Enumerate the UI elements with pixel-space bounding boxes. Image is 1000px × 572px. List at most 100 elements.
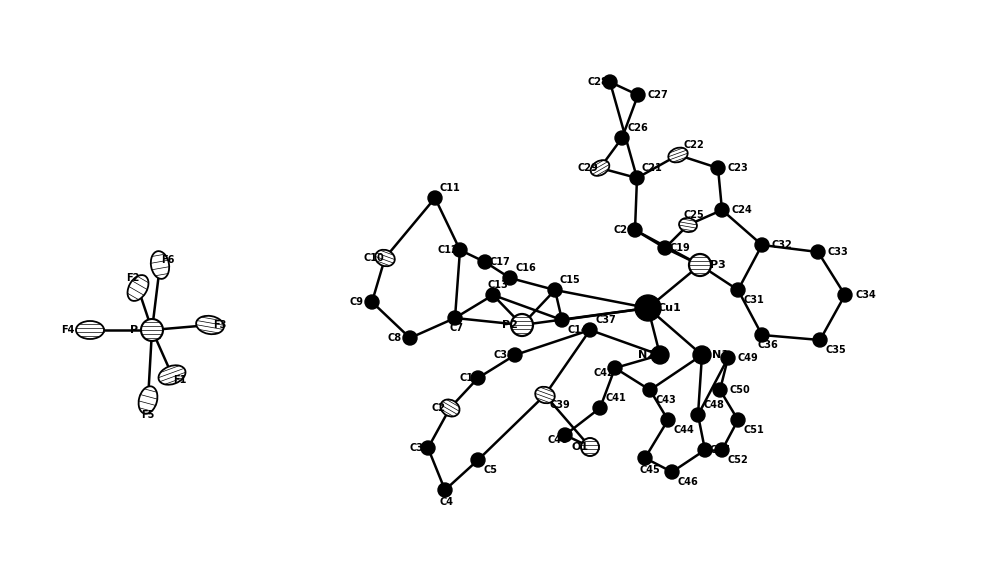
Circle shape: [813, 333, 827, 347]
Text: C3: C3: [410, 443, 424, 453]
Circle shape: [555, 313, 569, 327]
Text: C21: C21: [642, 163, 663, 173]
Text: C52: C52: [727, 455, 748, 465]
Text: C32: C32: [772, 240, 793, 250]
Circle shape: [478, 255, 492, 269]
Circle shape: [715, 203, 729, 217]
Text: C41: C41: [605, 393, 626, 403]
Ellipse shape: [535, 387, 555, 403]
Ellipse shape: [128, 275, 148, 301]
Text: C5: C5: [483, 465, 497, 475]
Text: F3: F3: [213, 320, 227, 330]
Text: F2: F2: [126, 273, 140, 283]
Text: C51: C51: [743, 425, 764, 435]
Circle shape: [643, 383, 657, 397]
Circle shape: [715, 443, 729, 457]
Text: C50: C50: [730, 385, 751, 395]
Circle shape: [503, 271, 517, 285]
Text: C43: C43: [655, 395, 676, 405]
Circle shape: [628, 223, 642, 237]
Circle shape: [453, 243, 467, 257]
Text: C45: C45: [640, 465, 661, 475]
Text: C19: C19: [670, 243, 691, 253]
Text: P3: P3: [710, 260, 726, 270]
Text: F5: F5: [141, 410, 155, 420]
Circle shape: [691, 408, 705, 422]
Circle shape: [698, 443, 712, 457]
Ellipse shape: [375, 250, 395, 266]
Text: C23: C23: [728, 163, 749, 173]
Text: C16: C16: [515, 263, 536, 273]
Text: P: P: [130, 325, 138, 335]
Circle shape: [731, 413, 745, 427]
Ellipse shape: [581, 438, 599, 456]
Text: C22: C22: [683, 140, 704, 150]
Text: N1: N1: [712, 350, 729, 360]
Text: C36: C36: [757, 340, 778, 350]
Text: C4: C4: [440, 497, 454, 507]
Text: C34: C34: [855, 290, 876, 300]
Circle shape: [635, 295, 661, 321]
Circle shape: [428, 191, 442, 205]
Circle shape: [608, 361, 622, 375]
Circle shape: [665, 465, 679, 479]
Circle shape: [603, 75, 617, 89]
Ellipse shape: [689, 254, 711, 276]
Circle shape: [631, 88, 645, 102]
Circle shape: [365, 295, 379, 309]
Circle shape: [486, 288, 500, 302]
Text: C35: C35: [825, 345, 846, 355]
Circle shape: [630, 171, 644, 185]
Text: P2: P2: [502, 320, 518, 330]
Text: C49: C49: [738, 353, 759, 363]
Ellipse shape: [668, 148, 688, 162]
Circle shape: [838, 288, 852, 302]
Text: C1: C1: [460, 373, 474, 383]
Text: C47: C47: [710, 445, 731, 455]
Text: C39: C39: [550, 400, 571, 410]
Text: C10: C10: [363, 253, 384, 263]
Circle shape: [548, 283, 562, 297]
Circle shape: [661, 413, 675, 427]
Text: C12: C12: [438, 245, 459, 255]
Circle shape: [651, 346, 669, 364]
Circle shape: [755, 238, 769, 252]
Ellipse shape: [440, 399, 460, 416]
Circle shape: [638, 451, 652, 465]
Text: C11: C11: [440, 183, 461, 193]
Text: C46: C46: [677, 477, 698, 487]
Text: C42: C42: [593, 368, 614, 378]
Text: C24: C24: [732, 205, 753, 215]
Text: C20: C20: [613, 225, 634, 235]
Circle shape: [658, 241, 672, 255]
Circle shape: [421, 441, 435, 455]
Text: C38: C38: [493, 350, 514, 360]
Ellipse shape: [139, 386, 157, 414]
Text: F4: F4: [61, 325, 75, 335]
Ellipse shape: [151, 251, 169, 279]
Circle shape: [558, 428, 572, 442]
Text: C26: C26: [627, 123, 648, 133]
Circle shape: [713, 383, 727, 397]
Text: N2: N2: [638, 350, 655, 360]
Circle shape: [755, 328, 769, 342]
Text: C15: C15: [560, 275, 581, 285]
Circle shape: [811, 245, 825, 259]
Ellipse shape: [591, 160, 609, 176]
Text: C2: C2: [432, 403, 446, 413]
Ellipse shape: [141, 319, 163, 341]
Circle shape: [508, 348, 522, 362]
Text: F6: F6: [161, 255, 175, 265]
Text: C44: C44: [673, 425, 694, 435]
Circle shape: [471, 371, 485, 385]
Circle shape: [438, 483, 452, 497]
Text: C37: C37: [595, 315, 616, 325]
Circle shape: [403, 331, 417, 345]
Text: C9: C9: [350, 297, 364, 307]
Text: C13: C13: [488, 280, 509, 290]
Circle shape: [721, 351, 735, 365]
Circle shape: [471, 453, 485, 467]
Circle shape: [693, 346, 711, 364]
Ellipse shape: [76, 321, 104, 339]
Text: C8: C8: [388, 333, 402, 343]
